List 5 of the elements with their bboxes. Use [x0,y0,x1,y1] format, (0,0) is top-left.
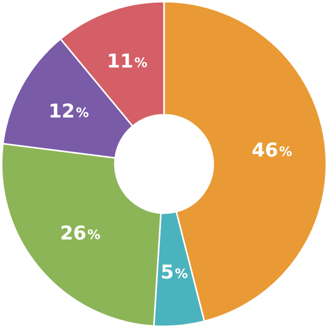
data-label: 46% [252,139,292,162]
data-label: 12% [48,100,89,123]
data-label: 11% [106,50,148,73]
data-label: 5% [160,261,188,284]
data-label: 26% [60,222,100,244]
